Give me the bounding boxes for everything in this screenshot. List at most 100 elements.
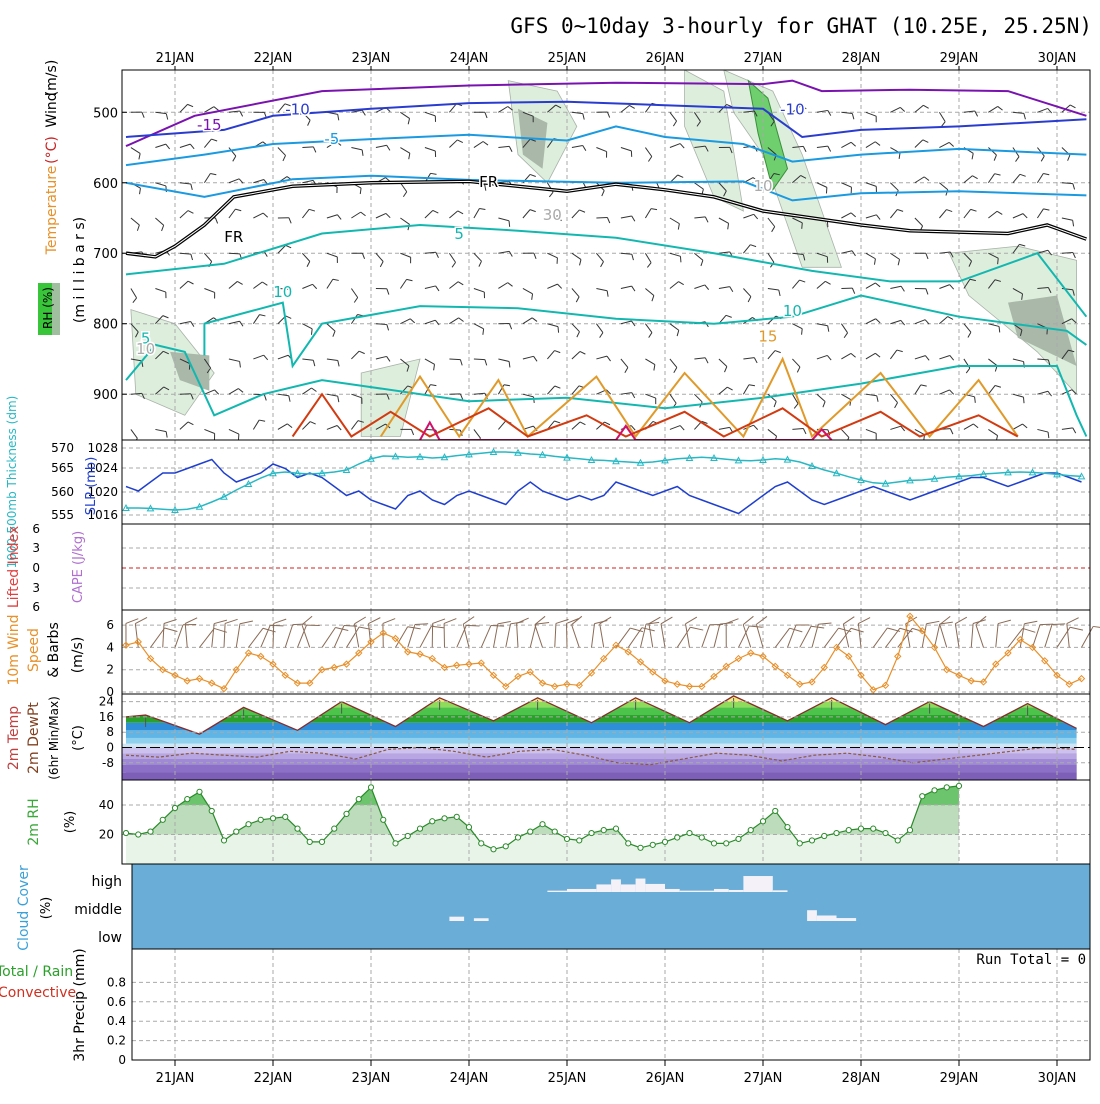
contour-label: FR — [479, 173, 498, 191]
rh-point — [491, 847, 496, 852]
cloud-high-bar — [636, 879, 646, 892]
cloud-middle-bar — [474, 918, 489, 921]
cloud-high-bar — [547, 891, 567, 892]
rh-unit-label: (%) — [63, 811, 78, 834]
wind-barb — [229, 253, 240, 254]
thickness-tick-label: 555 — [51, 508, 74, 522]
rh-point — [834, 830, 839, 835]
chart-title: GFS 0~10day 3-hourly for GHAT (10.25E, 2… — [510, 14, 1092, 38]
temperature-unit-label: (°C) — [44, 136, 60, 164]
contour-label: -10 — [285, 100, 310, 118]
wind-tick-label: 4 — [106, 640, 114, 654]
rh-point — [307, 839, 312, 844]
rh-band-low — [122, 835, 1090, 864]
pressure-tick-label: 600 — [93, 177, 118, 192]
cloud-high-bar — [665, 889, 680, 892]
rh-point — [405, 833, 410, 838]
rh-point — [417, 826, 422, 831]
li-tick-label: 6 — [32, 600, 40, 614]
wind-barb-flag — [802, 329, 803, 335]
precip-tick-label: 0.8 — [107, 975, 126, 989]
date-label-top: 25JAN — [548, 51, 587, 66]
wind-axis-label: Wind — [44, 92, 60, 127]
contour-label: 10 — [273, 283, 292, 301]
date-label-top: 26JAN — [646, 51, 685, 66]
rh-point — [454, 814, 459, 819]
rh-point — [442, 816, 447, 821]
rh-point — [748, 828, 753, 833]
cloud-high-bar — [680, 891, 714, 892]
rh-point — [528, 829, 533, 834]
contour-label: 10 — [783, 302, 802, 320]
wind-barb-flag — [999, 326, 1000, 332]
temperature-axis-label: Temperature — [44, 166, 60, 256]
rh-point — [503, 844, 508, 849]
thickness-tick-label: 570 — [51, 441, 74, 455]
cloud-high-bar — [729, 890, 744, 892]
rh-point — [515, 835, 520, 840]
rh-point — [650, 842, 655, 847]
rh-point — [724, 841, 729, 846]
rh-point — [564, 836, 569, 841]
cloud-high-bar — [596, 884, 611, 892]
rh-point — [381, 817, 386, 822]
thickness-tick-label: 565 — [51, 461, 74, 475]
rh-point — [662, 839, 667, 844]
rh-point — [785, 825, 790, 830]
date-label-top: 28JAN — [842, 51, 881, 66]
rh-point — [148, 829, 153, 834]
li-tick-label: 0 — [32, 561, 40, 575]
li-tick-label: 6 — [32, 522, 40, 536]
rh-point — [172, 805, 177, 810]
rh-point — [895, 838, 900, 843]
precip-tick-label: 0.6 — [107, 995, 126, 1009]
temp-tick-label: 16 — [99, 710, 114, 724]
contour-label: 10 — [753, 177, 772, 195]
cloud-high-bar — [567, 889, 596, 892]
wind-barb-flag — [802, 223, 803, 229]
wind-barb — [302, 147, 313, 148]
li-tick-label: 3 — [32, 581, 40, 595]
rh-point — [956, 783, 961, 788]
rh-point — [613, 826, 618, 831]
rh-point — [871, 826, 876, 831]
cloud-high-bar — [645, 884, 665, 892]
wind-barb — [596, 217, 607, 218]
temp-tick-label: 8 — [106, 725, 114, 739]
rh-point — [736, 836, 741, 841]
rh-point — [160, 817, 165, 822]
rh-point — [344, 811, 349, 816]
wind-barb-flag — [1040, 624, 1053, 625]
rh-tick-label: 20 — [99, 828, 114, 842]
rh-point — [123, 830, 128, 835]
date-label-bottom: 26JAN — [646, 1071, 685, 1086]
contour-label: 5 — [454, 225, 464, 243]
temp-axis-label-c: (6hr Min/Max) — [47, 696, 61, 780]
rh-point — [356, 797, 361, 802]
cloud-high-bar — [773, 890, 788, 892]
precip-axis-label: 3hr Precip (mm) — [72, 948, 88, 1061]
date-label-top: 24JAN — [450, 51, 489, 66]
rh-point — [368, 785, 373, 790]
rh-point — [332, 826, 337, 831]
temp-tick-label: 0 — [106, 741, 114, 755]
rh-point — [601, 828, 606, 833]
cold-band — [122, 753, 1077, 759]
rh-point — [809, 838, 814, 843]
precip-tick-label: 0.2 — [107, 1034, 126, 1048]
date-label-bottom: 25JAN — [548, 1071, 587, 1086]
cloud-level-label: middle — [74, 902, 122, 918]
cold-band — [122, 748, 1077, 754]
rh-point — [221, 838, 226, 843]
date-label-top: 21JAN — [156, 51, 195, 66]
wind-barb-flag — [293, 624, 306, 625]
wind-barb-flag — [1023, 397, 1024, 403]
rh-point — [319, 839, 324, 844]
precip-convective-label: Convective — [0, 985, 76, 1001]
rh-point — [540, 822, 545, 827]
temp-band — [122, 723, 1090, 731]
wind-axis-label-a: 10m Wind — [6, 614, 22, 685]
rh-point — [797, 841, 802, 846]
temp-band — [122, 730, 1090, 738]
